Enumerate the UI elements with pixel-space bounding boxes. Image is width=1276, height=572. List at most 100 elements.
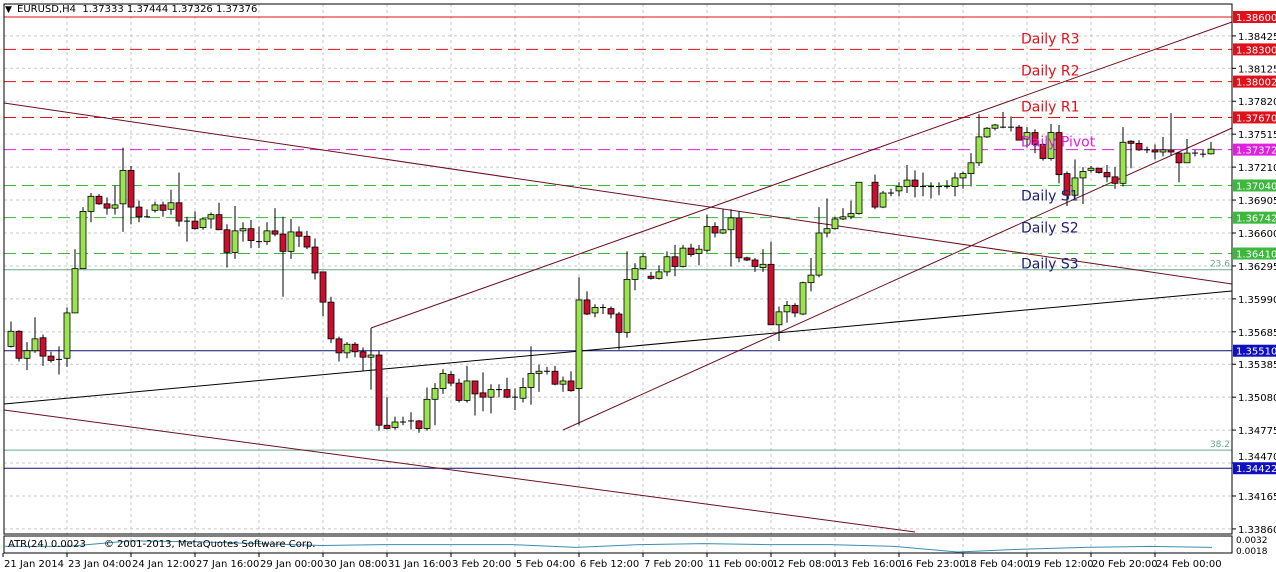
candle [711,222,719,238]
fibo-label: 23.6 [1210,260,1230,270]
time-axis[interactable]: 21 Jan 2014 23 Jan 04:00 24 Jan 12:00 27 Ja… [2,553,1222,570]
candle [151,201,159,213]
candle-body [799,282,807,315]
candle-body [391,421,399,428]
candle-body [175,202,183,222]
candle-body [727,217,735,231]
candle-body [127,169,135,208]
candle [127,166,135,225]
candle-body [359,351,367,358]
candle [951,172,959,197]
candle-body [783,304,791,313]
candle [487,384,495,414]
candle [655,265,663,280]
level-price-label: 1.36742 [1236,214,1276,225]
candle-body [855,181,863,214]
candle-body [1023,132,1031,140]
rising-support-line[interactable] [3,290,1233,405]
candle [135,200,143,223]
candle [279,216,287,297]
candle-body [527,372,535,388]
channel-upper-line[interactable] [370,21,1233,329]
candle [888,188,894,197]
y-tick-label: 1.38125 [1238,64,1276,75]
candle [967,153,975,187]
candle-body [1167,149,1175,153]
candle-body [743,257,751,261]
candle [408,412,414,430]
candle [247,220,255,249]
x-tick-label: 19 Feb 12:00 [1028,559,1094,570]
candle [184,216,190,242]
candle [928,182,934,199]
candle [663,251,671,277]
candle [671,244,679,277]
candle-body [415,420,423,429]
candle-body [559,380,567,385]
candle-body [463,380,471,401]
level-price-box [1233,143,1276,156]
candle-body [895,186,903,192]
candle [15,330,23,362]
candle [623,251,631,338]
candle-body [79,210,87,270]
channel-lower-line[interactable] [562,127,1233,431]
candle-body [1087,167,1095,171]
candle [319,271,327,317]
candle-body [279,233,287,252]
candle [1192,149,1198,157]
candle-body [791,304,799,314]
candle-body [983,127,991,138]
candle-body [503,389,511,398]
candle [639,253,647,270]
downtrend-line-upper[interactable] [3,102,1233,285]
level-price-box [1233,344,1276,357]
candle-body [1015,126,1023,141]
candle [600,304,606,314]
y-tick-label: 1.36295 [1238,262,1276,273]
candle-body [1079,171,1087,179]
atr-label: ATR(24) 0.0023 [8,539,86,550]
candle [1079,167,1087,204]
candle [1127,140,1135,169]
candle-body [975,136,983,164]
candle-body [367,354,375,358]
level-price-box [1233,11,1276,23]
candle [631,263,639,291]
candle-body [1063,173,1071,196]
y-tick-label: 1.35685 [1238,328,1276,339]
candle-body [335,338,343,354]
candle [383,397,391,430]
candle-body [431,388,439,400]
candle-body [1047,132,1055,159]
downtrend-line-lower[interactable] [3,409,916,533]
candle-body [1135,142,1143,151]
candle-body [47,355,55,361]
price-axis[interactable]: 1.38425 1.38125 1.37820 1.37515 1.37210 1.369… [1232,11,1276,557]
candle-body [239,228,247,232]
x-tick-label: 5 Feb 04:00 [516,559,575,570]
candle [351,342,359,358]
candle-body [63,312,71,359]
pivot-label: Daily S2 [1021,221,1079,237]
candle-body [551,370,559,385]
symbol-label: EURUSD,H4 [17,4,77,15]
candle [343,342,351,359]
candle-body [375,354,383,426]
collapse-arrow-icon[interactable]: ▼ [5,5,12,15]
candle [1087,166,1095,173]
copyright-text: © 2001-2013, MetaQuotes Software Corp. [103,539,316,550]
candle-body [695,248,703,254]
pivot-label: Daily S3 [1021,257,1079,273]
candle-body [271,230,279,235]
y-tick-label: 1.36600 [1238,229,1276,240]
candle [920,172,926,197]
candle-body [1111,176,1119,184]
level-price-label: 1.37670 [1236,113,1276,124]
candle [527,346,535,405]
candle-body [575,299,583,389]
x-tick-label: 16 Feb 23:00 [900,559,966,570]
candle [1039,143,1047,161]
candle [1063,171,1071,206]
